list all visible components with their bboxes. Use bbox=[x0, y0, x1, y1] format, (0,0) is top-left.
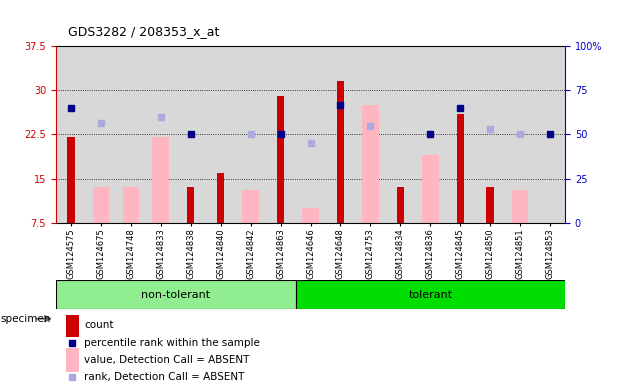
Text: percentile rank within the sample: percentile rank within the sample bbox=[84, 338, 260, 348]
Text: count: count bbox=[84, 320, 114, 330]
Bar bbox=[153, 137, 169, 223]
Text: non-tolerant: non-tolerant bbox=[141, 290, 211, 300]
Bar bbox=[362, 105, 379, 223]
Bar bbox=[456, 114, 464, 223]
Bar bbox=[67, 137, 75, 223]
Bar bbox=[296, 280, 565, 309]
Bar bbox=[277, 96, 284, 223]
Bar bbox=[486, 187, 494, 223]
Text: specimen: specimen bbox=[0, 314, 50, 324]
Bar bbox=[397, 187, 404, 223]
Bar bbox=[337, 81, 344, 223]
Bar bbox=[242, 190, 259, 223]
Text: tolerant: tolerant bbox=[408, 290, 452, 300]
Text: GDS3282 / 208353_x_at: GDS3282 / 208353_x_at bbox=[68, 25, 220, 38]
Bar bbox=[122, 187, 139, 223]
Bar bbox=[187, 187, 194, 223]
Bar bbox=[93, 187, 109, 223]
Bar bbox=[217, 173, 224, 223]
Bar bbox=[302, 208, 319, 223]
Bar bbox=[66, 348, 79, 372]
Text: value, Detection Call = ABSENT: value, Detection Call = ABSENT bbox=[84, 355, 249, 365]
Bar bbox=[56, 280, 296, 309]
Bar bbox=[66, 313, 79, 337]
Text: rank, Detection Call = ABSENT: rank, Detection Call = ABSENT bbox=[84, 372, 244, 382]
Bar bbox=[512, 190, 528, 223]
Bar bbox=[422, 155, 438, 223]
